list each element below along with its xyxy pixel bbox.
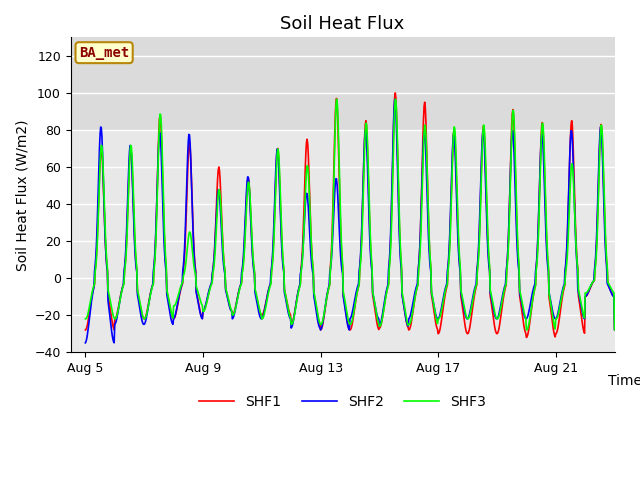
SHF1 [522, 335, 530, 340]
Line: SHF1: SHF1 [85, 93, 628, 337]
SHF3 [353, 288, 361, 294]
SHF3 [362, 128, 369, 134]
SHF3 [522, 327, 530, 333]
SHF1 [449, 158, 456, 164]
Line: SHF2: SHF2 [85, 99, 628, 343]
SHF3 [324, 288, 332, 294]
SHF3 [625, 164, 632, 170]
SHF3 [333, 96, 340, 102]
Title: Soil Heat Flux: Soil Heat Flux [280, 15, 404, 33]
SHF2 [132, 258, 140, 264]
SHF2 [449, 153, 456, 159]
SHF1 [81, 327, 89, 333]
SHF1 [361, 133, 369, 139]
Legend: SHF1, SHF2, SHF3: SHF1, SHF2, SHF3 [194, 389, 492, 415]
SHF2 [361, 135, 369, 141]
SHF1 [394, 159, 401, 165]
SHF2 [324, 287, 332, 293]
Y-axis label: Soil Heat Flux (W/m2): Soil Heat Flux (W/m2) [15, 119, 29, 271]
Text: BA_met: BA_met [79, 46, 129, 60]
SHF3 [449, 166, 456, 171]
SHF3 [81, 316, 89, 322]
SHF3 [132, 249, 140, 254]
Line: SHF3: SHF3 [85, 99, 628, 330]
SHF1 [625, 154, 632, 160]
SHF2 [353, 287, 360, 293]
Bar [70, 37, 614, 130]
SHF1 [132, 254, 140, 260]
SHF2 [81, 340, 89, 346]
SHF2 [391, 96, 399, 102]
X-axis label: Time: Time [609, 374, 640, 388]
SHF1 [392, 90, 399, 96]
SHF2 [625, 147, 632, 153]
SHF2 [394, 175, 401, 180]
SHF3 [394, 150, 401, 156]
SHF1 [353, 292, 360, 298]
SHF1 [324, 288, 332, 294]
